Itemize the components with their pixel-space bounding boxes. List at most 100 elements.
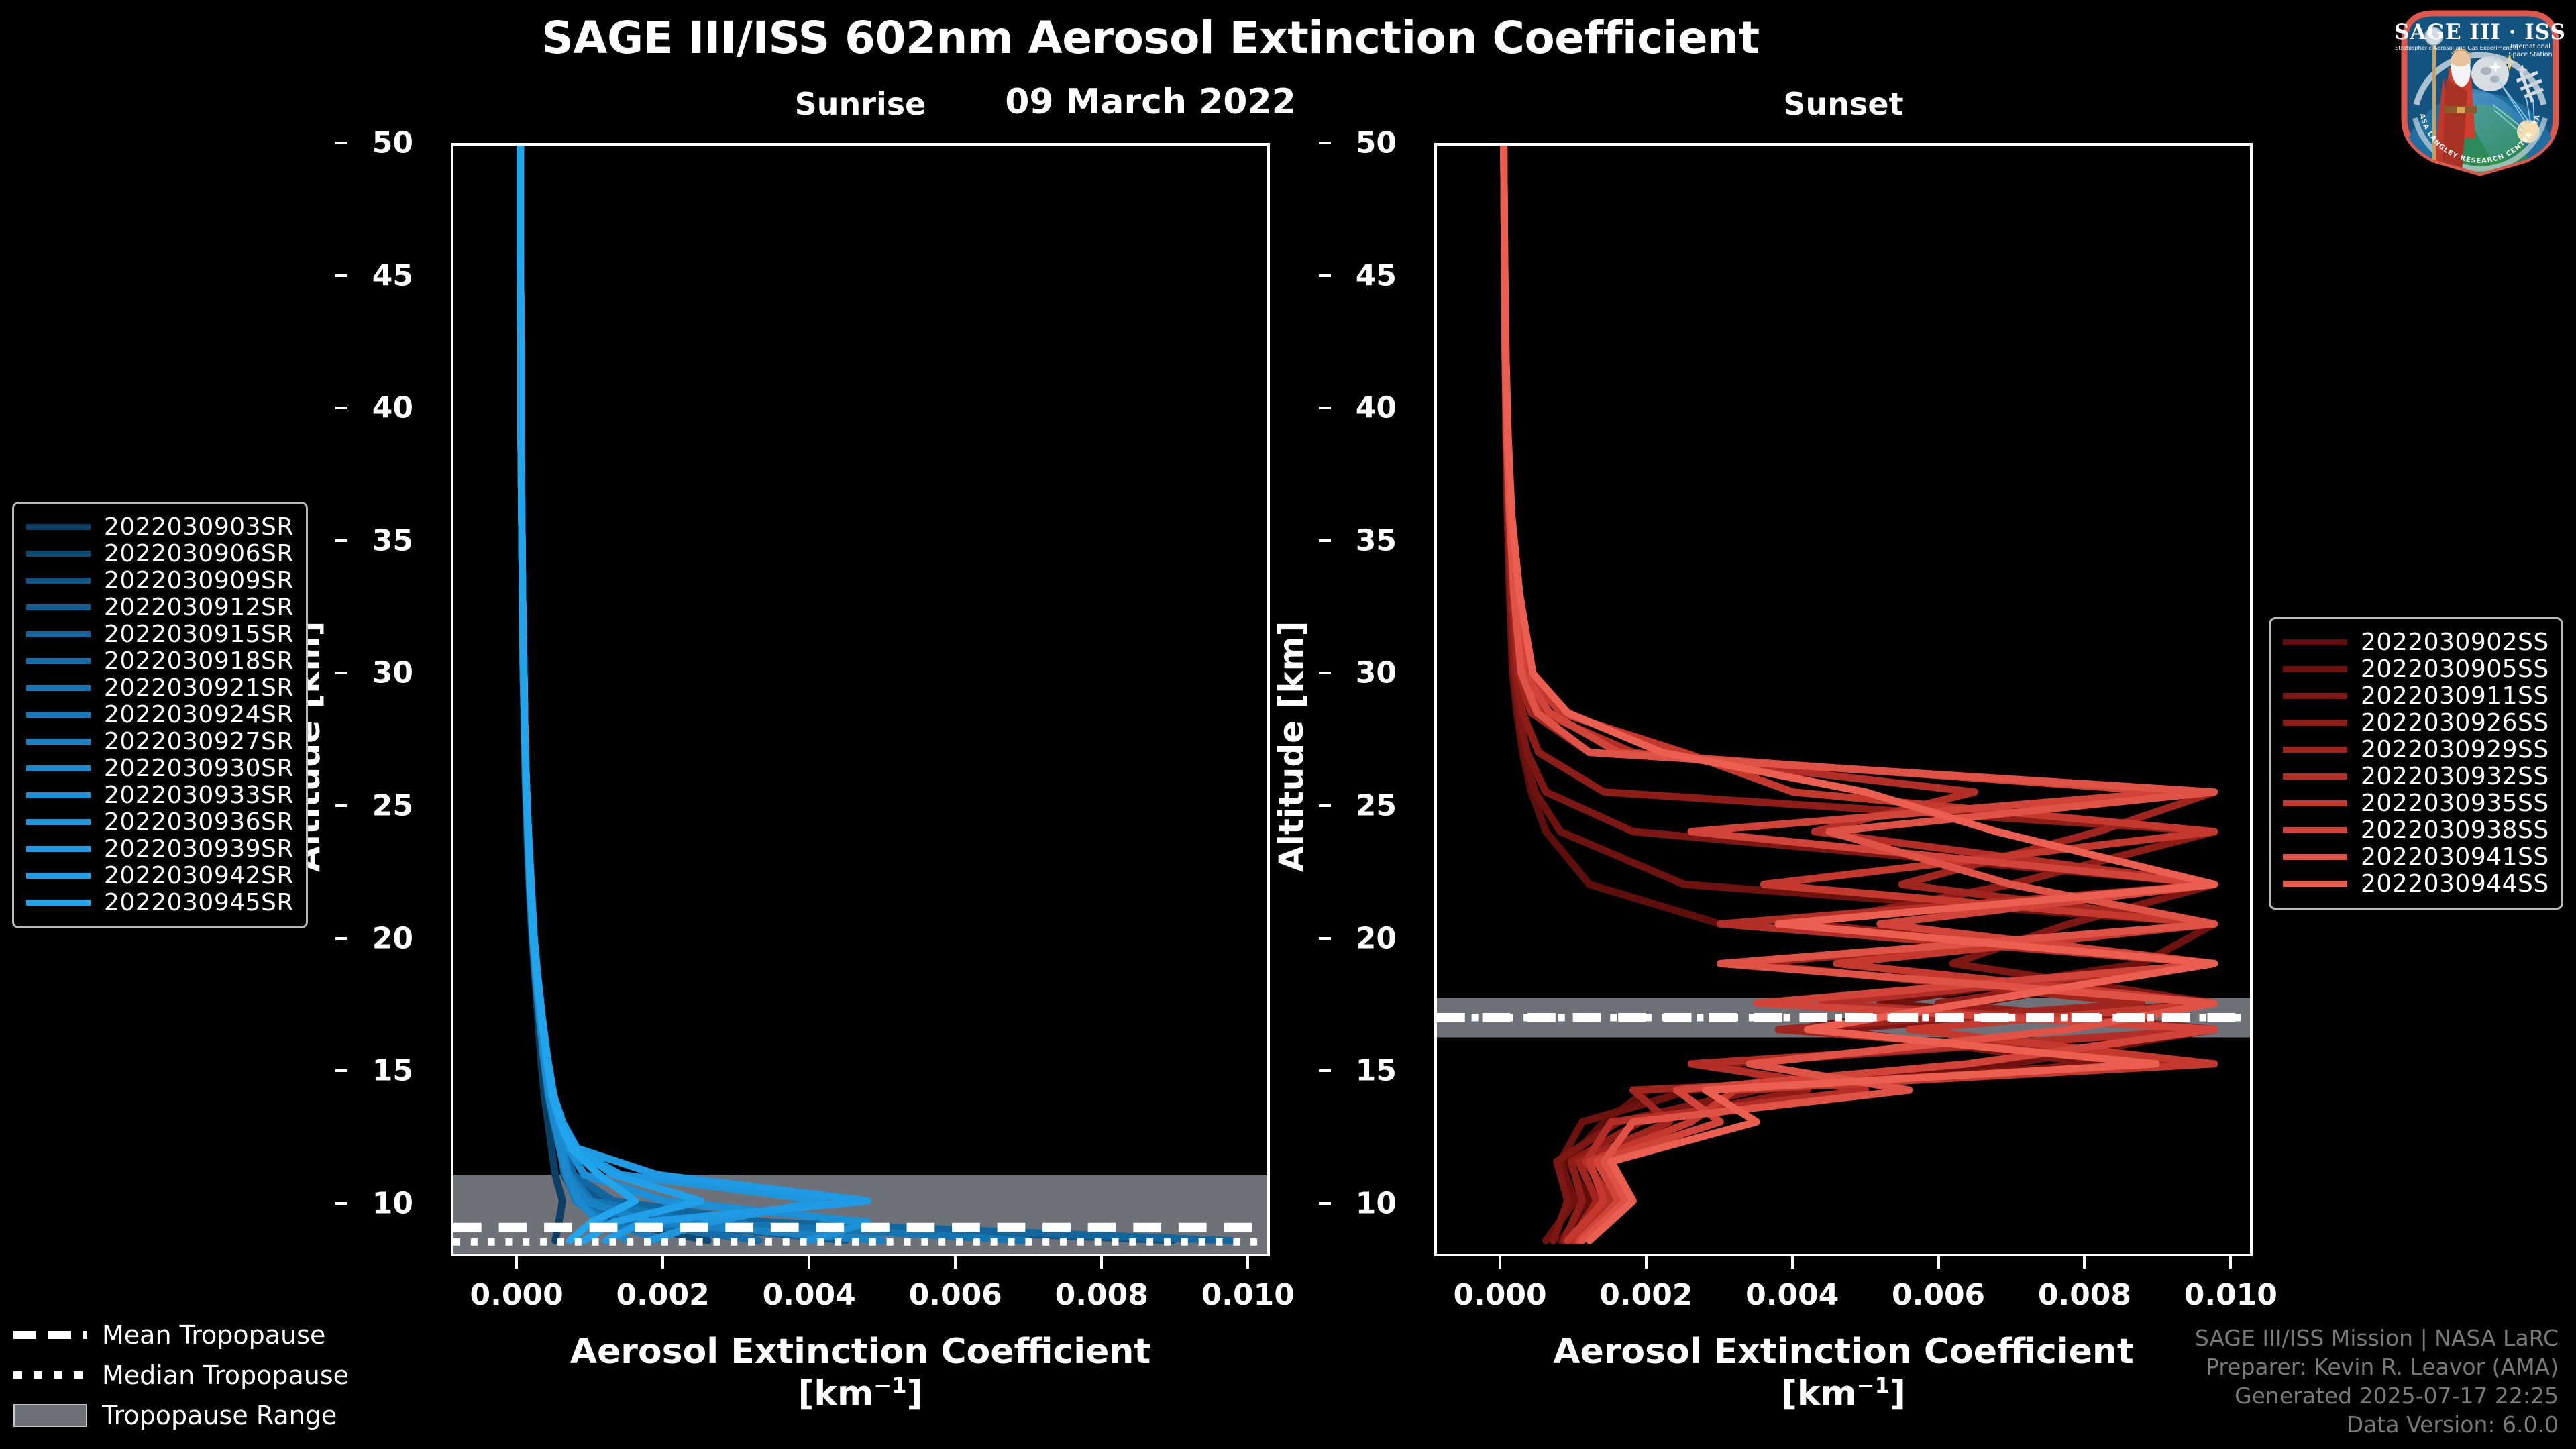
legend-item-label: 2022030909SR	[104, 566, 294, 594]
legend-item[interactable]: 2022030926SS	[2283, 709, 2549, 737]
legend-color-swatch	[2283, 800, 2347, 806]
sunset-series-legend[interactable]: 2022030902SS 2022030905SS 2022030911SS 2022…	[2269, 617, 2563, 910]
legend-color-swatch	[26, 684, 91, 691]
legend-item[interactable]: 2022030921SR	[26, 674, 294, 702]
x-axis-tick-label: 0.010	[1201, 1278, 1295, 1312]
y-axis-tick-label: 15	[1355, 1053, 1397, 1088]
legend-color-swatch	[26, 657, 91, 664]
sunrise-plot-canvas	[453, 146, 1267, 1254]
legend-item[interactable]: 2022030935SS	[2283, 789, 2549, 817]
y-axis-tick-label: 40	[372, 390, 413, 425]
y-axis-tick-label: 40	[1355, 390, 1397, 425]
x-axis-tick-mark	[1246, 1256, 1250, 1269]
page-subtitle-date: 09 March 2022	[1005, 82, 1296, 122]
legend-item[interactable]: 2022030927SR	[26, 728, 294, 755]
legend-item[interactable]: 2022030938SS	[2283, 816, 2549, 844]
sunrise-plot-panel	[451, 143, 1270, 1256]
x-axis-tick-mark	[1937, 1256, 1940, 1269]
legend-item[interactable]: 2022030911SS	[2283, 682, 2549, 710]
legend-item[interactable]: 2022030902SS	[2283, 628, 2549, 656]
legend-item[interactable]: 2022030905SS	[2283, 655, 2549, 683]
sunrise-x-axis-title: Aerosol Extinction Coefficient [km−1]	[451, 1332, 1270, 1415]
legend-item[interactable]: 2022030924SR	[26, 700, 294, 729]
legend-item-label: 2022030924SR	[104, 700, 294, 729]
y-axis-tick-label: 45	[372, 258, 413, 293]
legend-item[interactable]: 2022030941SS	[2283, 843, 2549, 871]
sunset-plot-panel	[1434, 143, 2253, 1256]
legend-item[interactable]: 2022030918SR	[26, 647, 294, 675]
legend-color-swatch	[2283, 665, 2347, 672]
legend-item-tropopause-range: Tropopause Range	[13, 1395, 362, 1436]
legend-item-label: 2022030939SR	[104, 835, 294, 863]
shaded-band-icon	[13, 1404, 87, 1427]
y-axis-tick-label: 20	[372, 921, 413, 956]
legend-item[interactable]: 2022030944SS	[2283, 870, 2549, 898]
legend-color-swatch	[2283, 719, 2347, 726]
legend-item[interactable]: 2022030929SS	[2283, 736, 2549, 763]
x-axis-tick-label: 0.008	[1055, 1278, 1148, 1312]
data-series-line	[517, 146, 871, 1244]
legend-item-label: 2022030938SS	[2361, 816, 2549, 844]
tropopause-legend: Mean Tropopause Median Tropopause Tropop…	[13, 1315, 362, 1436]
legend-color-swatch	[26, 738, 91, 745]
sunset-plot-canvas	[1437, 146, 2250, 1244]
legend-item[interactable]: 2022030912SR	[26, 594, 294, 621]
x-axis-tick-mark	[661, 1256, 665, 1269]
data-series-line	[517, 146, 1235, 1244]
data-series-line	[517, 146, 886, 1244]
legend-item[interactable]: 2022030936SR	[26, 808, 294, 836]
legend-item-mean-tropopause: Mean Tropopause	[13, 1315, 362, 1355]
legend-item[interactable]: 2022030915SR	[26, 621, 294, 648]
y-axis-tick-mark	[1319, 936, 1331, 940]
legend-item[interactable]: 2022030939SR	[26, 835, 294, 863]
logo-subtitle-right-line2: Space Station	[2509, 51, 2553, 58]
legend-color-swatch	[26, 711, 91, 718]
legend-item-label: 2022030936SR	[104, 808, 294, 836]
y-axis-tick-mark	[335, 672, 347, 675]
y-axis-tick-mark	[1319, 274, 1331, 277]
dotted-line-icon	[13, 1365, 87, 1385]
legend-item-label: 2022030941SS	[2361, 843, 2549, 871]
sunrise-series-legend[interactable]: 2022030903SR 2022030906SR 2022030909SR 2022…	[12, 502, 308, 928]
legend-item-label: 2022030902SS	[2361, 628, 2549, 656]
footer-line-preparer: Preparer: Kevin R. Leavor (AMA)	[2206, 1354, 2559, 1381]
legend-item[interactable]: 2022030942SR	[26, 862, 294, 890]
sunrise-x-axis-ticks: 0.000 0.002 0.004 0.006 0.008 0.010	[451, 1256, 1295, 1337]
legend-item[interactable]: 2022030933SR	[26, 781, 294, 809]
y-axis-tick-mark	[1319, 672, 1331, 675]
page-title: SAGE III/ISS 602nm Aerosol Extinction Co…	[541, 12, 1760, 64]
legend-item-label: 2022030918SR	[104, 647, 294, 675]
y-axis-tick-mark	[1319, 407, 1331, 410]
x-axis-tick-mark	[1790, 1256, 1794, 1269]
legend-item[interactable]: 2022030909SR	[26, 567, 294, 594]
legend-item[interactable]: 2022030906SR	[26, 540, 294, 568]
legend-color-swatch	[2283, 639, 2347, 645]
legend-item[interactable]: 2022030930SR	[26, 755, 294, 782]
footer-line-data-version: Data Version: 6.0.0	[2346, 1411, 2559, 1438]
legend-item[interactable]: 2022030903SR	[26, 513, 294, 541]
legend-item-label: 2022030935SS	[2361, 789, 2549, 817]
legend-item-label: 2022030921SR	[104, 674, 294, 702]
x-axis-title-line2-right: [km−1]	[1781, 1373, 1906, 1414]
y-axis-tick-mark	[335, 539, 347, 542]
x-axis-tick-mark	[808, 1256, 811, 1269]
data-series-line	[1500, 146, 2218, 1244]
x-axis-tick-label: 0.006	[1892, 1278, 1986, 1312]
legend-item-label: 2022030912SR	[104, 593, 294, 621]
data-series-line	[517, 146, 1177, 1244]
y-axis-tick-mark	[335, 407, 347, 410]
legend-color-swatch	[2283, 826, 2347, 833]
x-axis-tick-label: 0.006	[908, 1278, 1002, 1312]
legend-item-label: 2022030927SR	[104, 727, 294, 755]
x-axis-tick-mark	[954, 1256, 957, 1269]
logo-title: SAGE III · ISS	[2394, 20, 2566, 44]
data-series-line	[517, 146, 639, 1244]
x-axis-tick-label: 0.000	[470, 1278, 564, 1312]
sunset-x-axis-ticks: 0.000 0.002 0.004 0.006 0.008 0.010	[1434, 1256, 2277, 1337]
legend-item-label: 2022030933SR	[104, 781, 294, 809]
legend-item[interactable]: 2022030945SR	[26, 889, 294, 916]
x-axis-tick-label: 0.010	[2184, 1278, 2277, 1312]
y-axis-tick-label: 35	[1355, 523, 1397, 558]
y-axis-tick-mark	[335, 1201, 347, 1205]
legend-item[interactable]: 2022030932SS	[2283, 763, 2549, 790]
